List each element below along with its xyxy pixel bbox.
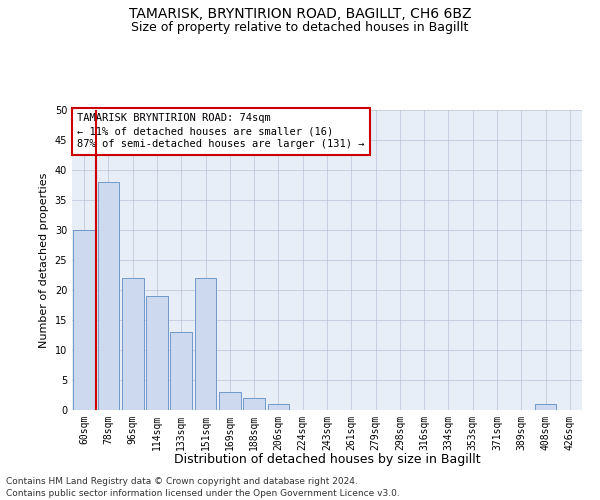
Text: Distribution of detached houses by size in Bagillt: Distribution of detached houses by size … xyxy=(173,452,481,466)
Bar xyxy=(146,296,168,410)
Text: Contains HM Land Registry data © Crown copyright and database right 2024.
Contai: Contains HM Land Registry data © Crown c… xyxy=(6,476,400,498)
Bar xyxy=(122,278,143,410)
Bar xyxy=(268,404,289,410)
Bar xyxy=(73,230,95,410)
Bar xyxy=(97,182,119,410)
Text: Size of property relative to detached houses in Bagillt: Size of property relative to detached ho… xyxy=(131,21,469,34)
Bar xyxy=(243,398,265,410)
Text: TAMARISK, BRYNTIRION ROAD, BAGILLT, CH6 6BZ: TAMARISK, BRYNTIRION ROAD, BAGILLT, CH6 … xyxy=(129,8,471,22)
Bar xyxy=(170,332,192,410)
Text: TAMARISK BRYNTIRION ROAD: 74sqm
← 11% of detached houses are smaller (16)
87% of: TAMARISK BRYNTIRION ROAD: 74sqm ← 11% of… xyxy=(77,113,365,150)
Bar xyxy=(194,278,217,410)
Y-axis label: Number of detached properties: Number of detached properties xyxy=(39,172,49,348)
Bar xyxy=(535,404,556,410)
Bar xyxy=(219,392,241,410)
